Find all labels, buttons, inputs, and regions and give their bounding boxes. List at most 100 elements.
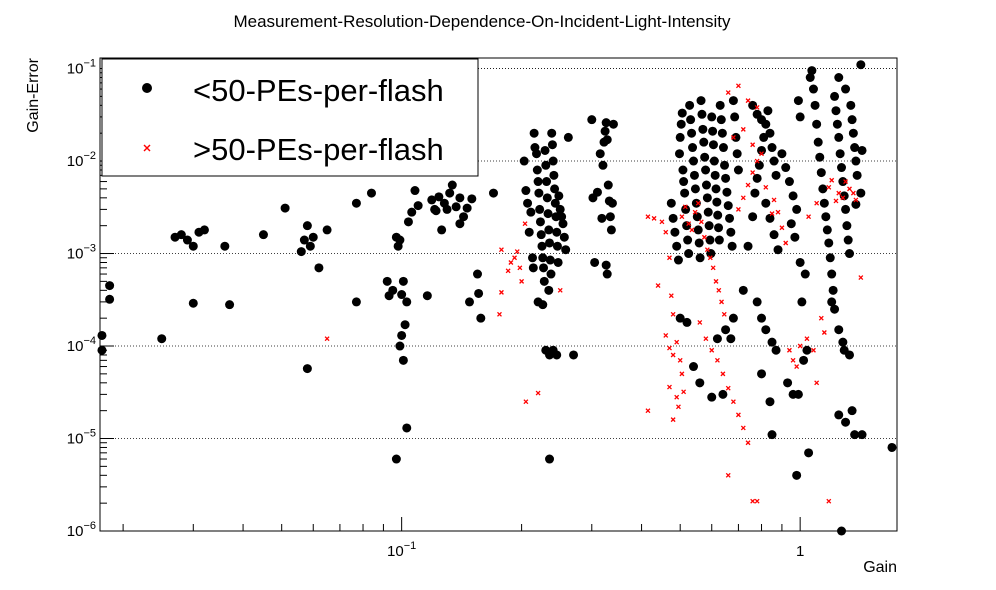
data-point-cross — [695, 200, 701, 206]
data-point-circle — [558, 219, 568, 229]
data-point-cross — [847, 186, 852, 192]
data-point-circle — [730, 112, 740, 122]
data-point-circle — [851, 199, 861, 209]
data-point-circle — [799, 355, 809, 365]
data-point-circle — [398, 355, 408, 365]
data-point-circle — [524, 227, 534, 237]
data-point-circle — [750, 188, 760, 198]
data-point-circle — [687, 128, 697, 138]
data-point-circle — [804, 448, 814, 458]
data-point-circle — [765, 128, 775, 138]
data-point-circle — [545, 255, 555, 265]
data-point-circle — [769, 156, 779, 166]
data-point-circle — [188, 241, 198, 251]
data-point-circle — [810, 100, 820, 110]
data-point-circle — [822, 225, 832, 235]
data-point-circle — [537, 241, 547, 251]
data-point-circle — [472, 269, 482, 279]
data-point-circle — [800, 269, 810, 279]
data-point-circle — [759, 132, 769, 142]
data-point-circle — [841, 204, 851, 214]
data-point-circle — [548, 156, 558, 166]
data-point-cross — [740, 126, 746, 132]
data-point-circle — [726, 334, 736, 344]
data-point-circle — [225, 300, 235, 310]
data-point-circle — [843, 235, 853, 245]
data-point-circle — [838, 337, 848, 347]
data-point-circle — [403, 217, 413, 227]
data-point-circle — [544, 225, 554, 235]
data-point-circle — [105, 281, 115, 291]
data-point-circle — [675, 132, 685, 142]
data-point-circle — [549, 170, 559, 180]
y-tick-label-base: 10 — [67, 153, 84, 170]
data-point-cross — [663, 229, 669, 235]
data-point-circle — [688, 143, 698, 153]
data-point-circle — [707, 112, 717, 122]
data-point-cross — [674, 394, 680, 400]
data-point-cross — [735, 206, 741, 212]
data-point-circle — [763, 106, 773, 116]
y-tick-label-base: 10 — [67, 61, 84, 78]
y-tick-label: 10−1 — [67, 58, 96, 78]
data-point-cross — [677, 357, 683, 363]
data-point-circle — [792, 204, 802, 214]
data-point-circle — [398, 276, 408, 286]
data-point-cross — [719, 299, 725, 305]
data-point-circle — [767, 430, 777, 440]
data-point-cross — [735, 83, 741, 89]
legend: <50-PEs-per-flash >50-PEs-per-flash — [101, 58, 479, 177]
data-point-circle — [569, 350, 579, 360]
data-point-circle — [845, 249, 855, 259]
data-point-circle — [675, 313, 685, 323]
data-point-circle — [856, 60, 866, 70]
data-point-circle — [781, 163, 791, 173]
chart-title: Measurement-Resolution-Dependence-On-Inc… — [233, 12, 731, 31]
data-point-circle — [462, 203, 472, 213]
data-point-circle — [521, 186, 531, 196]
data-point-cross — [814, 380, 820, 386]
series-0 — [97, 60, 897, 536]
data-point-cross — [725, 90, 731, 96]
data-point-circle — [707, 392, 717, 402]
data-point-cross — [853, 197, 859, 203]
data-point-cross — [790, 357, 796, 363]
data-point-circle — [397, 290, 407, 300]
data-point-cross — [704, 247, 710, 253]
data-point-circle — [802, 345, 812, 355]
data-point-circle — [786, 219, 796, 229]
data-point-circle — [732, 149, 742, 159]
data-point-circle — [382, 276, 392, 286]
data-point-circle — [402, 297, 412, 307]
data-point-cross — [754, 104, 760, 110]
y-tick-label-exponent: −1 — [83, 58, 96, 70]
data-point-circle — [777, 149, 787, 159]
data-point-circle — [97, 345, 107, 355]
data-point-cross — [786, 347, 792, 353]
data-point-circle — [595, 149, 605, 159]
data-point-circle — [887, 442, 897, 452]
data-point-circle — [689, 156, 699, 166]
data-point-circle — [666, 198, 676, 208]
legend-label-above-50: >50-PEs-per-flash — [193, 132, 444, 167]
x-axis-label: Gain — [863, 559, 897, 576]
data-point-circle — [695, 378, 705, 388]
data-point-cross — [667, 384, 672, 390]
data-point-circle — [442, 204, 452, 214]
data-point-cross — [771, 197, 777, 203]
series-1 — [324, 83, 864, 504]
data-point-circle — [842, 221, 852, 231]
data-point-circle — [856, 188, 866, 198]
data-point-circle — [792, 470, 802, 480]
data-point-circle — [815, 152, 825, 162]
data-point-circle — [608, 119, 618, 129]
data-point-circle — [681, 204, 691, 214]
data-point-circle — [407, 207, 417, 217]
data-point-circle — [848, 128, 858, 138]
data-point-cross — [754, 158, 760, 164]
data-point-cross — [818, 315, 824, 321]
data-point-cross — [754, 498, 760, 504]
data-point-circle — [816, 168, 826, 178]
data-point-circle — [547, 140, 557, 150]
